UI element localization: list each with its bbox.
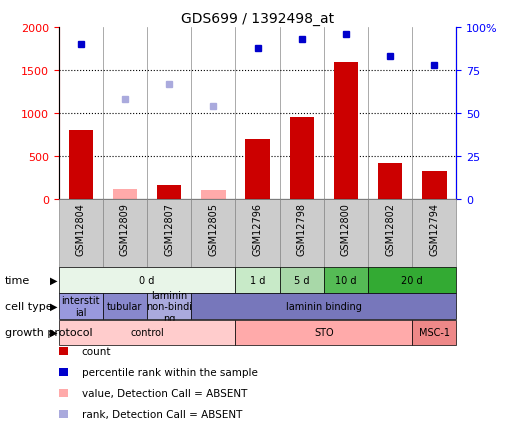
- Text: ▶: ▶: [50, 302, 57, 311]
- Text: time: time: [5, 276, 31, 285]
- Text: GSM12800: GSM12800: [341, 203, 350, 256]
- Bar: [103, 200, 147, 267]
- Bar: [377, 164, 402, 200]
- Bar: [411, 200, 456, 267]
- Bar: [289, 117, 314, 200]
- Title: GDS699 / 1392498_at: GDS699 / 1392498_at: [181, 12, 333, 26]
- Text: growth protocol: growth protocol: [5, 328, 93, 337]
- Text: GSM12798: GSM12798: [296, 203, 306, 256]
- Bar: [333, 62, 357, 200]
- Text: GSM12805: GSM12805: [208, 203, 218, 256]
- Text: tubular: tubular: [107, 302, 143, 311]
- Bar: [323, 268, 367, 293]
- Text: GSM12804: GSM12804: [76, 203, 86, 256]
- Text: 20 d: 20 d: [401, 276, 422, 285]
- Bar: [59, 200, 103, 267]
- Text: 0 d: 0 d: [139, 276, 154, 285]
- Bar: [59, 294, 103, 319]
- Text: percentile rank within the sample: percentile rank within the sample: [81, 368, 257, 377]
- Text: GSM12802: GSM12802: [384, 203, 394, 256]
- Bar: [59, 268, 235, 293]
- Text: ▶: ▶: [50, 276, 57, 285]
- Bar: [367, 200, 411, 267]
- Bar: [279, 268, 323, 293]
- Bar: [157, 186, 181, 200]
- Text: 5 d: 5 d: [293, 276, 309, 285]
- Text: rank, Detection Call = ABSENT: rank, Detection Call = ABSENT: [81, 409, 241, 419]
- Bar: [103, 294, 147, 319]
- Bar: [245, 140, 269, 200]
- Text: GSM12809: GSM12809: [120, 203, 130, 256]
- Bar: [235, 268, 279, 293]
- Text: GSM12807: GSM12807: [164, 203, 174, 256]
- Bar: [112, 189, 137, 200]
- Text: interstit
ial: interstit ial: [62, 296, 100, 317]
- Text: STO: STO: [314, 328, 333, 337]
- Bar: [147, 294, 191, 319]
- Bar: [191, 200, 235, 267]
- Bar: [59, 320, 235, 345]
- Text: control: control: [130, 328, 163, 337]
- Text: cell type: cell type: [5, 302, 52, 311]
- Bar: [421, 171, 446, 200]
- Bar: [367, 268, 456, 293]
- Bar: [323, 200, 367, 267]
- Bar: [147, 200, 191, 267]
- Text: laminin binding: laminin binding: [286, 302, 361, 311]
- Bar: [411, 320, 456, 345]
- Bar: [235, 200, 279, 267]
- Text: laminin
non-bindi
ng: laminin non-bindi ng: [146, 290, 192, 323]
- Text: GSM12794: GSM12794: [429, 203, 438, 256]
- Text: GSM12796: GSM12796: [252, 203, 262, 256]
- Bar: [191, 294, 456, 319]
- Text: count: count: [81, 347, 111, 356]
- Text: 10 d: 10 d: [334, 276, 356, 285]
- Bar: [201, 190, 225, 200]
- Bar: [235, 320, 411, 345]
- Text: 1 d: 1 d: [249, 276, 265, 285]
- Text: ▶: ▶: [50, 328, 57, 337]
- Text: value, Detection Call = ABSENT: value, Detection Call = ABSENT: [81, 388, 246, 398]
- Text: MSC-1: MSC-1: [418, 328, 449, 337]
- Bar: [279, 200, 323, 267]
- Bar: [69, 131, 93, 200]
